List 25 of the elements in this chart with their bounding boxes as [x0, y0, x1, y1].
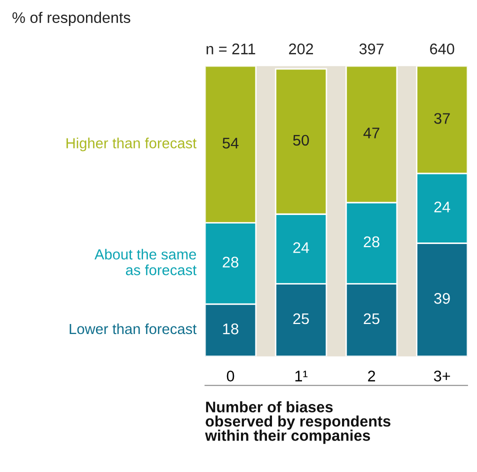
data-label: 28: [222, 256, 238, 268]
data-label: 47: [363, 128, 380, 138]
data-label: 54: [222, 138, 239, 149]
text: 397: [359, 44, 384, 54]
x-axis-title: Number of biases observed by respondents within their companies: [205, 401, 390, 444]
text: 202: [289, 44, 313, 54]
data-label: 28: [364, 236, 380, 248]
series-label: Higher than forecast: [66, 138, 197, 152]
text: 640: [430, 44, 454, 54]
data-label: 24: [434, 202, 450, 212]
series-label: Lower than forecast: [70, 323, 197, 334]
data-label: 25: [293, 313, 309, 324]
x-tick-label: 0: [226, 370, 234, 382]
data-label: 50: [293, 134, 309, 146]
data-label: 25: [364, 313, 380, 324]
text: n = 211: [206, 44, 256, 54]
data-label: 39: [434, 293, 450, 304]
series-label: About the same as forecast: [94, 248, 197, 276]
data-label: 37: [434, 113, 450, 124]
data-label: 24: [293, 242, 310, 253]
x-tick-label: 1¹: [295, 370, 308, 382]
x-tick-label: 2: [368, 370, 376, 382]
data-label: 18: [223, 324, 238, 334]
text: % of respondents: [12, 12, 130, 26]
x-tick-label: 3+: [434, 370, 450, 382]
